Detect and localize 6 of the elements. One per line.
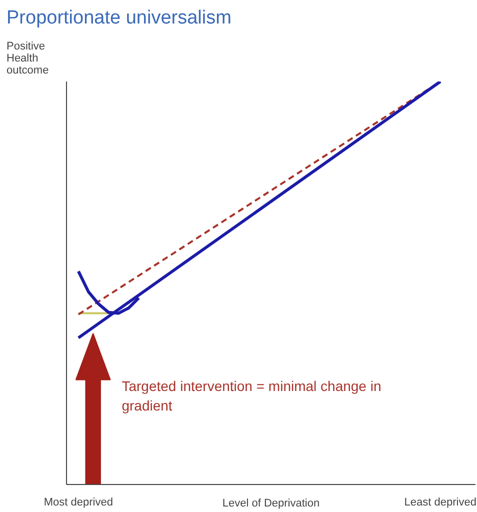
x-tick-label: Most deprived [44, 496, 113, 508]
x-axis-title: Level of Deprivation [222, 498, 320, 510]
annotation: Targeted intervention = minimal change in gradient [122, 378, 382, 414]
y-axis-title: Positive Health outcome [6, 40, 49, 76]
chart-title: Proportionate universalism [6, 8, 232, 28]
x-tick-label: Least deprived [404, 496, 476, 508]
